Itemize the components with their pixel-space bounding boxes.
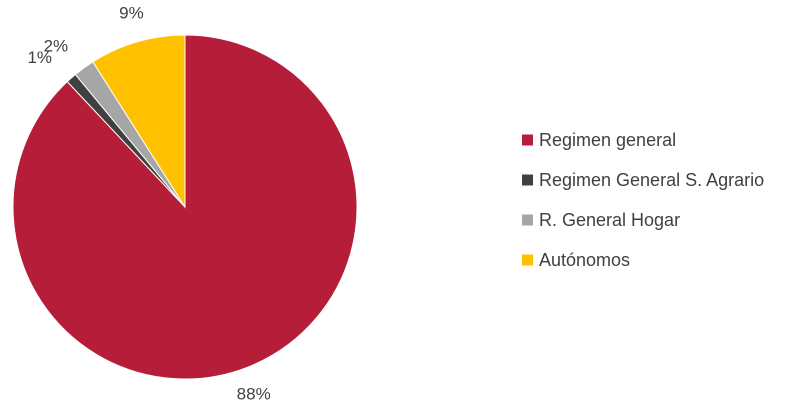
legend-swatch [522,134,533,146]
data-label-autonomos: 9% [119,4,144,23]
legend-label: Regimen General S. Agrario [539,170,764,190]
legend-item-r-general-hogar: R. General Hogar [522,210,680,230]
legend-swatch [522,254,533,266]
legend-label: R. General Hogar [539,210,680,230]
pie-slice-autonomos [92,34,186,209]
pie-slices [12,34,358,380]
legend-item-regimen-general-s-agrario: Regimen General S. Agrario [522,170,764,190]
data-label-r-general-hogar: 2% [44,37,69,56]
data-label-regimen-general: 88% [237,385,271,404]
legend-swatch [522,214,533,226]
legend-label: Regimen general [539,130,676,150]
legend: Regimen general Regimen General S. Agrari… [522,130,764,270]
data-label-regimen-general-s-agrario: 1% [27,48,52,67]
legend-swatch [522,174,533,186]
legend-item-autonomos: Autónomos [522,250,630,270]
legend-label: Autónomos [539,250,630,270]
legend-item-regimen-general: Regimen general [522,130,676,150]
pie-data-labels: 88% 1%2% 9% [27,4,270,404]
